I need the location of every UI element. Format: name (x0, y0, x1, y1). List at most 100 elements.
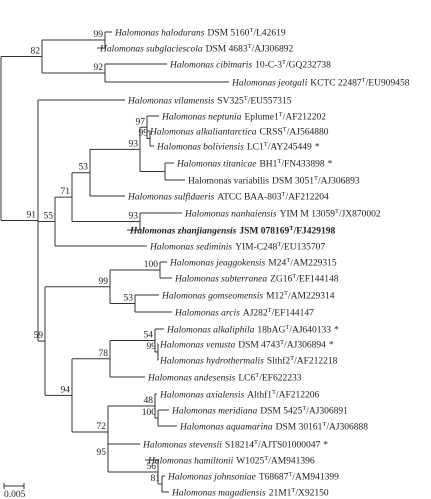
bootstrap-value: 93 (129, 139, 139, 149)
taxon-label: Halomonas cibimaris 10-C-3T/GQ232738 (169, 59, 331, 71)
strain: T68687 (259, 473, 289, 483)
accession: /AJ640133 (289, 326, 331, 336)
strain: DSM 3051 (272, 177, 314, 187)
strain: BH1 (259, 160, 277, 170)
type-strain-mark: T (268, 307, 272, 314)
accession: /JX870002 (339, 210, 381, 220)
taxon-label: Halomonas venusta DSM 4743T/AJ306894 * (159, 339, 334, 351)
strain: W1025 (236, 457, 264, 467)
type-strain-mark: T (254, 439, 258, 446)
strain: Slthf2 (267, 356, 290, 367)
strain: Althf1 (247, 390, 272, 401)
taxon-name: Halomonas nanhaiensis (184, 210, 277, 220)
taxon-name: Halomonas zhanjiangensis (129, 227, 237, 237)
taxon-label: Halomonas johnsoniae T68687T/AM941399 (167, 471, 339, 483)
accession: /AJ306892 (252, 45, 294, 55)
taxon-label: Halomonas hamiltonii W1025T/AM941396 (147, 455, 315, 467)
taxon-label: Halomonas sediminis YIM-C248T/EU135707 (149, 241, 325, 253)
strain: SV325 (217, 97, 244, 107)
strain: 21M1 (269, 489, 292, 499)
taxon-label: Halomonas subterranea ZG16T/EF144148 (174, 273, 339, 285)
accession: /AY245449 (268, 143, 312, 153)
type-strain-mark: T (249, 27, 253, 34)
type-strain-mark: T (314, 175, 318, 182)
taxon-name: Halomonas axialensis (159, 391, 244, 401)
bootstrap-value: 91 (27, 211, 37, 221)
type-strain-mark: T (280, 339, 284, 346)
note: * (315, 143, 320, 153)
taxon-name: Halomonas jeaggokensis (169, 259, 266, 269)
accession: /AM229314 (288, 292, 335, 302)
strain: DSM 5160 (207, 29, 249, 39)
type-strain-mark: T (283, 126, 287, 133)
taxon-label: Halomonas arcis AJ282T/EF144147 (174, 307, 314, 319)
taxon-name: Halomonas venusta (159, 341, 235, 351)
strain: M24 (268, 259, 286, 269)
note: * (323, 441, 328, 451)
taxon-label: Halomonas alkaliantarctica CRSST/AJ564880 (149, 126, 329, 138)
type-strain-mark: T (292, 273, 296, 280)
type-strain-mark: T (285, 324, 289, 331)
accession: /FJ429198 (293, 227, 336, 237)
bootstrap-value: 56 (147, 462, 157, 472)
taxon-name: Halomonas subterranea (174, 275, 267, 285)
taxon-name: Halomonas sulfidaeris (127, 192, 215, 203)
accession: /AM941396 (268, 457, 315, 467)
accession: /AF212206 (276, 391, 320, 401)
type-strain-mark: T (302, 405, 306, 412)
bootstrap-value: 99 (147, 342, 157, 352)
type-strain-mark: T (277, 158, 281, 165)
taxon-name: Halomonas arcis (174, 309, 240, 319)
taxon-name: Halomonas titanicae (176, 160, 256, 170)
strain: ZG16 (270, 275, 292, 285)
bootstrap-value: 54 (144, 331, 154, 341)
taxon-name: Halomonas stevensii (142, 441, 222, 451)
taxon-label: Halomonas aquamarina DSM 30161T/AJ306888 (179, 421, 368, 433)
taxon-name: Halomonas magadiensis (171, 489, 266, 499)
bootstrap-value: 93 (129, 212, 139, 222)
type-strain-mark: T (291, 487, 295, 494)
bootstrap-value: 82 (31, 47, 41, 57)
accession: /AJ306894 (284, 341, 326, 351)
accession: /AJTS01000047 (258, 441, 321, 451)
taxon-label: Halomonas nanhaiensis YIM M 13059T/JX8700… (184, 208, 381, 220)
accession: /EF144148 (296, 275, 338, 285)
taxon-name: Halomonas variabilis (188, 177, 269, 187)
strain: KCTC 22487 (310, 79, 362, 89)
taxon-name: Halomonas hydrothermalis (159, 357, 264, 367)
taxon-label: Halomonas hydrothermalis Slthf2T/AF212218 (159, 355, 338, 367)
type-strain-mark: T (284, 290, 288, 297)
strain: 10-C-3 (255, 61, 282, 71)
accession: /EU909458 (366, 79, 410, 89)
type-strain-mark: T (362, 77, 366, 84)
taxon-label: Halomonas andesensis LC6T/EF622233 (147, 372, 302, 384)
strain: DSM 4683 (206, 45, 248, 55)
strain: M12 (266, 292, 284, 302)
bootstrap-value: 53 (124, 294, 134, 304)
type-strain-mark: T (290, 355, 294, 362)
taxon-label: Halomonas halodurans DSM 5160T/L42619 (114, 27, 286, 39)
type-strain-mark: T (322, 421, 326, 428)
taxon-label: Halomonas jeaggokensis M24T/AM229315 (169, 257, 337, 269)
taxon-name: Halomonas johnsoniae (167, 473, 256, 483)
accession: /AF212204 (285, 193, 329, 203)
taxon-name: Halomonas subglaciescola (99, 45, 203, 55)
taxon-label: Halomonas alkaliphila 18bAGT/AJ640133 * (166, 324, 339, 336)
taxon-name: Halomonas meridiana (171, 407, 257, 417)
bootstrap-value: 92 (94, 63, 104, 73)
note: * (328, 160, 333, 170)
accession: /EF144147 (272, 309, 314, 319)
bootstrap-value: 55 (44, 212, 54, 222)
accession: /FN433898 (281, 160, 325, 170)
type-strain-mark: T (281, 191, 285, 198)
type-strain-mark: T (286, 257, 290, 264)
strain: JSM 078169 (239, 227, 289, 237)
strain: ATCC BAA-803 (217, 193, 281, 203)
taxon-name: Halomonas sediminis (149, 243, 232, 253)
taxon-name: Halomonas andesensis (147, 374, 236, 384)
bootstrap-value: 72 (97, 422, 107, 432)
strain: YIM-C248 (235, 243, 277, 253)
strain: YIM M 13059 (280, 210, 336, 220)
accession: /AF212202 (283, 113, 327, 123)
